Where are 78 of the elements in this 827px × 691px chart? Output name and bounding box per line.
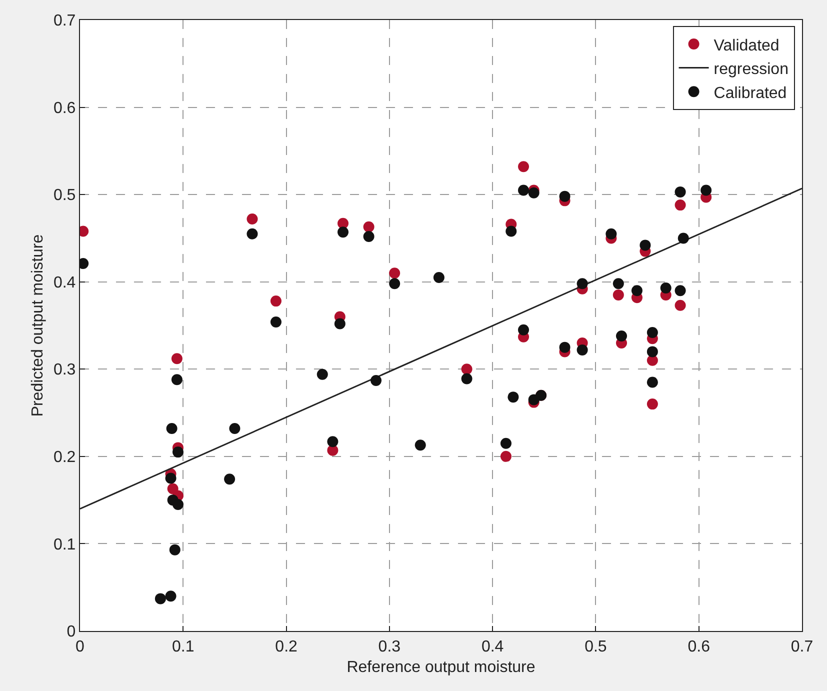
point — [166, 423, 178, 434]
point — [660, 282, 672, 294]
point — [506, 226, 517, 237]
point — [246, 214, 258, 225]
point — [631, 285, 642, 296]
point — [646, 376, 658, 388]
point — [316, 368, 328, 380]
point — [674, 285, 686, 296]
legend-label: Calibrated — [714, 84, 787, 102]
point — [518, 184, 530, 196]
point — [433, 272, 444, 283]
point — [363, 230, 374, 242]
point — [500, 438, 512, 449]
y-tick-label: 0.1 — [53, 536, 76, 554]
y-tick-label: 0.2 — [53, 449, 76, 466]
point — [389, 268, 400, 279]
point — [528, 187, 540, 198]
point — [165, 590, 176, 602]
point — [270, 296, 282, 307]
x-tick-label: 0.1 — [172, 638, 194, 656]
legend-label: Validated — [714, 37, 780, 54]
point — [559, 190, 570, 202]
point — [646, 354, 658, 366]
x-tick-label: 0.6 — [688, 638, 710, 656]
y-tick-label: 0.5 — [53, 187, 76, 204]
y-tick-label: 0 — [66, 624, 76, 641]
point — [576, 278, 588, 290]
point — [508, 392, 519, 403]
point — [500, 450, 512, 462]
point — [461, 364, 472, 375]
point — [171, 353, 182, 364]
point — [612, 278, 624, 290]
y-tick-label: 0.4 — [53, 274, 76, 292]
point — [172, 446, 184, 458]
y-tick-label: 0.3 — [53, 362, 76, 379]
point — [334, 318, 346, 330]
point — [171, 374, 182, 386]
point — [616, 330, 627, 342]
point — [606, 228, 617, 240]
point — [461, 373, 472, 384]
point — [646, 326, 658, 338]
point — [576, 344, 588, 356]
y-axis-title: Predicted output moisture — [29, 234, 46, 417]
point — [674, 300, 686, 311]
point — [246, 228, 258, 240]
point — [700, 184, 712, 196]
point — [414, 440, 426, 451]
y-tick-label: 0.7 — [53, 12, 76, 30]
point — [646, 346, 658, 358]
point — [559, 342, 570, 353]
point — [674, 186, 686, 198]
y-tick-label: 0.6 — [53, 100, 76, 117]
point — [154, 593, 166, 604]
point — [169, 544, 180, 556]
point — [172, 498, 184, 510]
point — [518, 161, 530, 172]
point — [389, 278, 400, 290]
point — [674, 200, 686, 211]
x-axis-title: Reference output moisture — [346, 659, 536, 676]
x-tick-label: 0.2 — [275, 638, 298, 656]
point — [270, 316, 282, 328]
x-tick-label: 0.4 — [481, 638, 504, 656]
point — [327, 436, 338, 448]
x-tick-label: 0.7 — [790, 638, 814, 656]
x-tick-label: 0.5 — [584, 638, 607, 656]
point — [224, 474, 236, 485]
point — [640, 240, 651, 251]
point — [370, 374, 382, 386]
point — [229, 423, 240, 434]
legend-label: regression — [714, 61, 788, 78]
point — [646, 398, 658, 410]
x-tick-label: 0.3 — [378, 638, 401, 656]
point — [363, 221, 374, 232]
point — [612, 289, 624, 300]
point — [678, 232, 689, 244]
point — [518, 324, 530, 336]
point — [165, 472, 176, 484]
point — [338, 226, 349, 238]
